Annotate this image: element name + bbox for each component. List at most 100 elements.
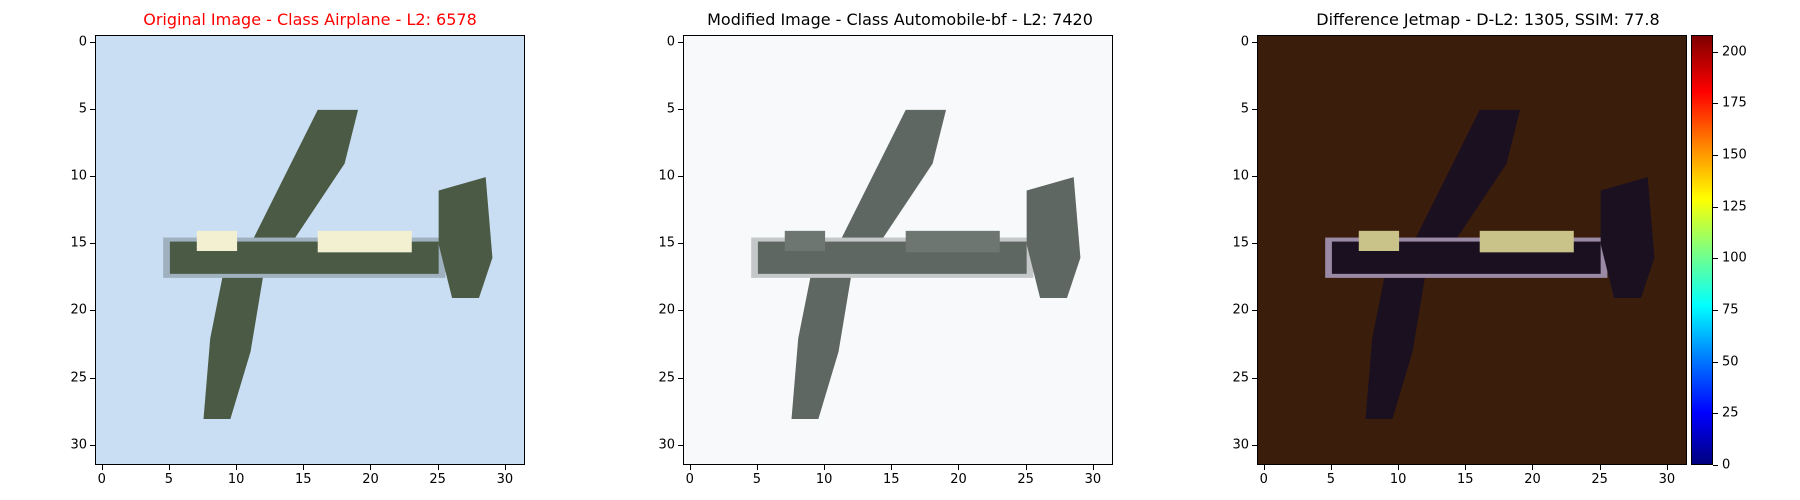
airplane-upper-wing [838,109,947,245]
x-tick-mark [504,465,506,470]
x-tick-mark [1398,465,1400,470]
colorbar-tick-label: 175 [1722,95,1747,111]
x-tick-label: 0 [1259,472,1268,487]
x-tick-label: 10 [815,472,833,487]
x-tick-mark [303,465,305,470]
colorbar-tick-mark [1713,361,1718,363]
airplane-highlight-front [1358,230,1400,251]
y-tick-mark [1252,41,1257,43]
airplane-lower-wing [203,271,264,419]
colorbar-tick-mark [1713,206,1718,208]
x-tick-label: 20 [362,472,379,487]
y-tick-label: 5 [78,101,87,117]
airplane-tail [1026,177,1081,299]
x-tick-label: 0 [97,472,106,487]
panel-title-difference: Difference Jetmap - D-L2: 1305, SSIM: 77… [1316,10,1660,29]
image-original [96,36,524,464]
y-tick-label: 15 [70,235,87,251]
y-tick-label: 5 [1240,101,1249,117]
x-tick-label: 20 [1524,472,1541,487]
y-tick-label: 25 [658,370,675,386]
y-tick-label: 25 [1232,370,1249,386]
x-tick-mark [101,465,103,470]
y-tick-mark [90,41,95,43]
y-tick-label: 10 [1232,168,1249,184]
y-tick-mark [1252,108,1257,110]
y-tick-label: 30 [70,437,87,453]
image-axes-modified [683,35,1113,465]
airplane-upper-wing [250,109,359,245]
x-tick-mark [1263,465,1265,470]
y-tick-mark [678,377,683,379]
x-tick-mark [958,465,960,470]
y-tick-mark [678,176,683,178]
x-tick-mark [824,465,826,470]
x-tick-label: 20 [950,472,967,487]
x-tick-label: 15 [883,472,900,487]
x-tick-mark [689,465,691,470]
y-tick-label: 20 [1232,302,1249,318]
colorbar-tick-mark [1713,465,1718,466]
x-tick-label: 10 [1389,472,1407,487]
y-tick-label: 15 [1232,235,1249,251]
airplane-upper-wing [1412,109,1521,245]
y-tick-mark [90,243,95,245]
x-tick-label: 30 [1084,472,1102,487]
colorbar-tick-label: 125 [1722,199,1747,215]
y-tick-label: 0 [1240,34,1249,50]
panel-title-original: Original Image - Class Airplane - L2: 65… [143,10,477,29]
y-tick-mark [90,176,95,178]
x-tick-label: 5 [752,472,762,487]
y-tick-mark [678,444,683,446]
x-tick-label: 5 [1326,472,1336,487]
airplane-highlight-front [196,230,238,251]
airplane-highlight-rear [317,230,412,253]
x-tick-label: 30 [1658,472,1676,487]
x-tick-mark [236,465,238,470]
colorbar-tick-label: 75 [1722,302,1739,318]
y-tick-mark [678,310,683,312]
airplane-tail [1600,177,1655,299]
y-tick-mark [1252,444,1257,446]
x-tick-label: 10 [227,472,245,487]
airplane-lower-wing [791,271,852,419]
x-tick-mark [891,465,893,470]
colorbar-tick-mark [1713,103,1718,105]
colorbar-tick-mark [1713,309,1718,311]
x-tick-label: 25 [1591,472,1608,487]
panel-title-modified: Modified Image - Class Automobile-bf - L… [707,10,1093,29]
y-tick-label: 10 [658,168,675,184]
y-tick-mark [1252,377,1257,379]
colorbar-tick-label: 150 [1722,147,1747,163]
x-tick-label: 15 [295,472,312,487]
colorbar [1691,35,1713,465]
x-tick-mark [370,465,372,470]
y-tick-mark [90,444,95,446]
x-tick-label: 30 [496,472,514,487]
x-tick-label: 25 [429,472,446,487]
y-tick-mark [678,108,683,110]
colorbar-tick-label: 25 [1722,405,1739,421]
x-tick-mark [1465,465,1467,470]
colorbar-tick-mark [1713,413,1718,415]
y-tick-label: 0 [666,34,675,50]
x-tick-mark [1666,465,1668,470]
y-tick-mark [1252,176,1257,178]
x-tick-mark [1330,465,1332,470]
x-tick-mark [1092,465,1094,470]
y-tick-mark [1252,310,1257,312]
x-tick-mark [437,465,439,470]
y-tick-label: 5 [666,101,675,117]
colorbar-tick-mark [1713,154,1718,156]
y-tick-label: 15 [658,235,675,251]
y-tick-label: 20 [70,302,87,318]
colorbar-tick-label: 0 [1722,457,1731,473]
y-tick-label: 30 [658,437,675,453]
airplane-tail [438,177,493,299]
y-tick-mark [90,310,95,312]
y-tick-mark [1252,243,1257,245]
colorbar-tick-label: 200 [1722,44,1747,60]
x-tick-mark [1532,465,1534,470]
colorbar-tick-mark [1713,258,1718,260]
airplane-lower-wing [1365,271,1426,419]
